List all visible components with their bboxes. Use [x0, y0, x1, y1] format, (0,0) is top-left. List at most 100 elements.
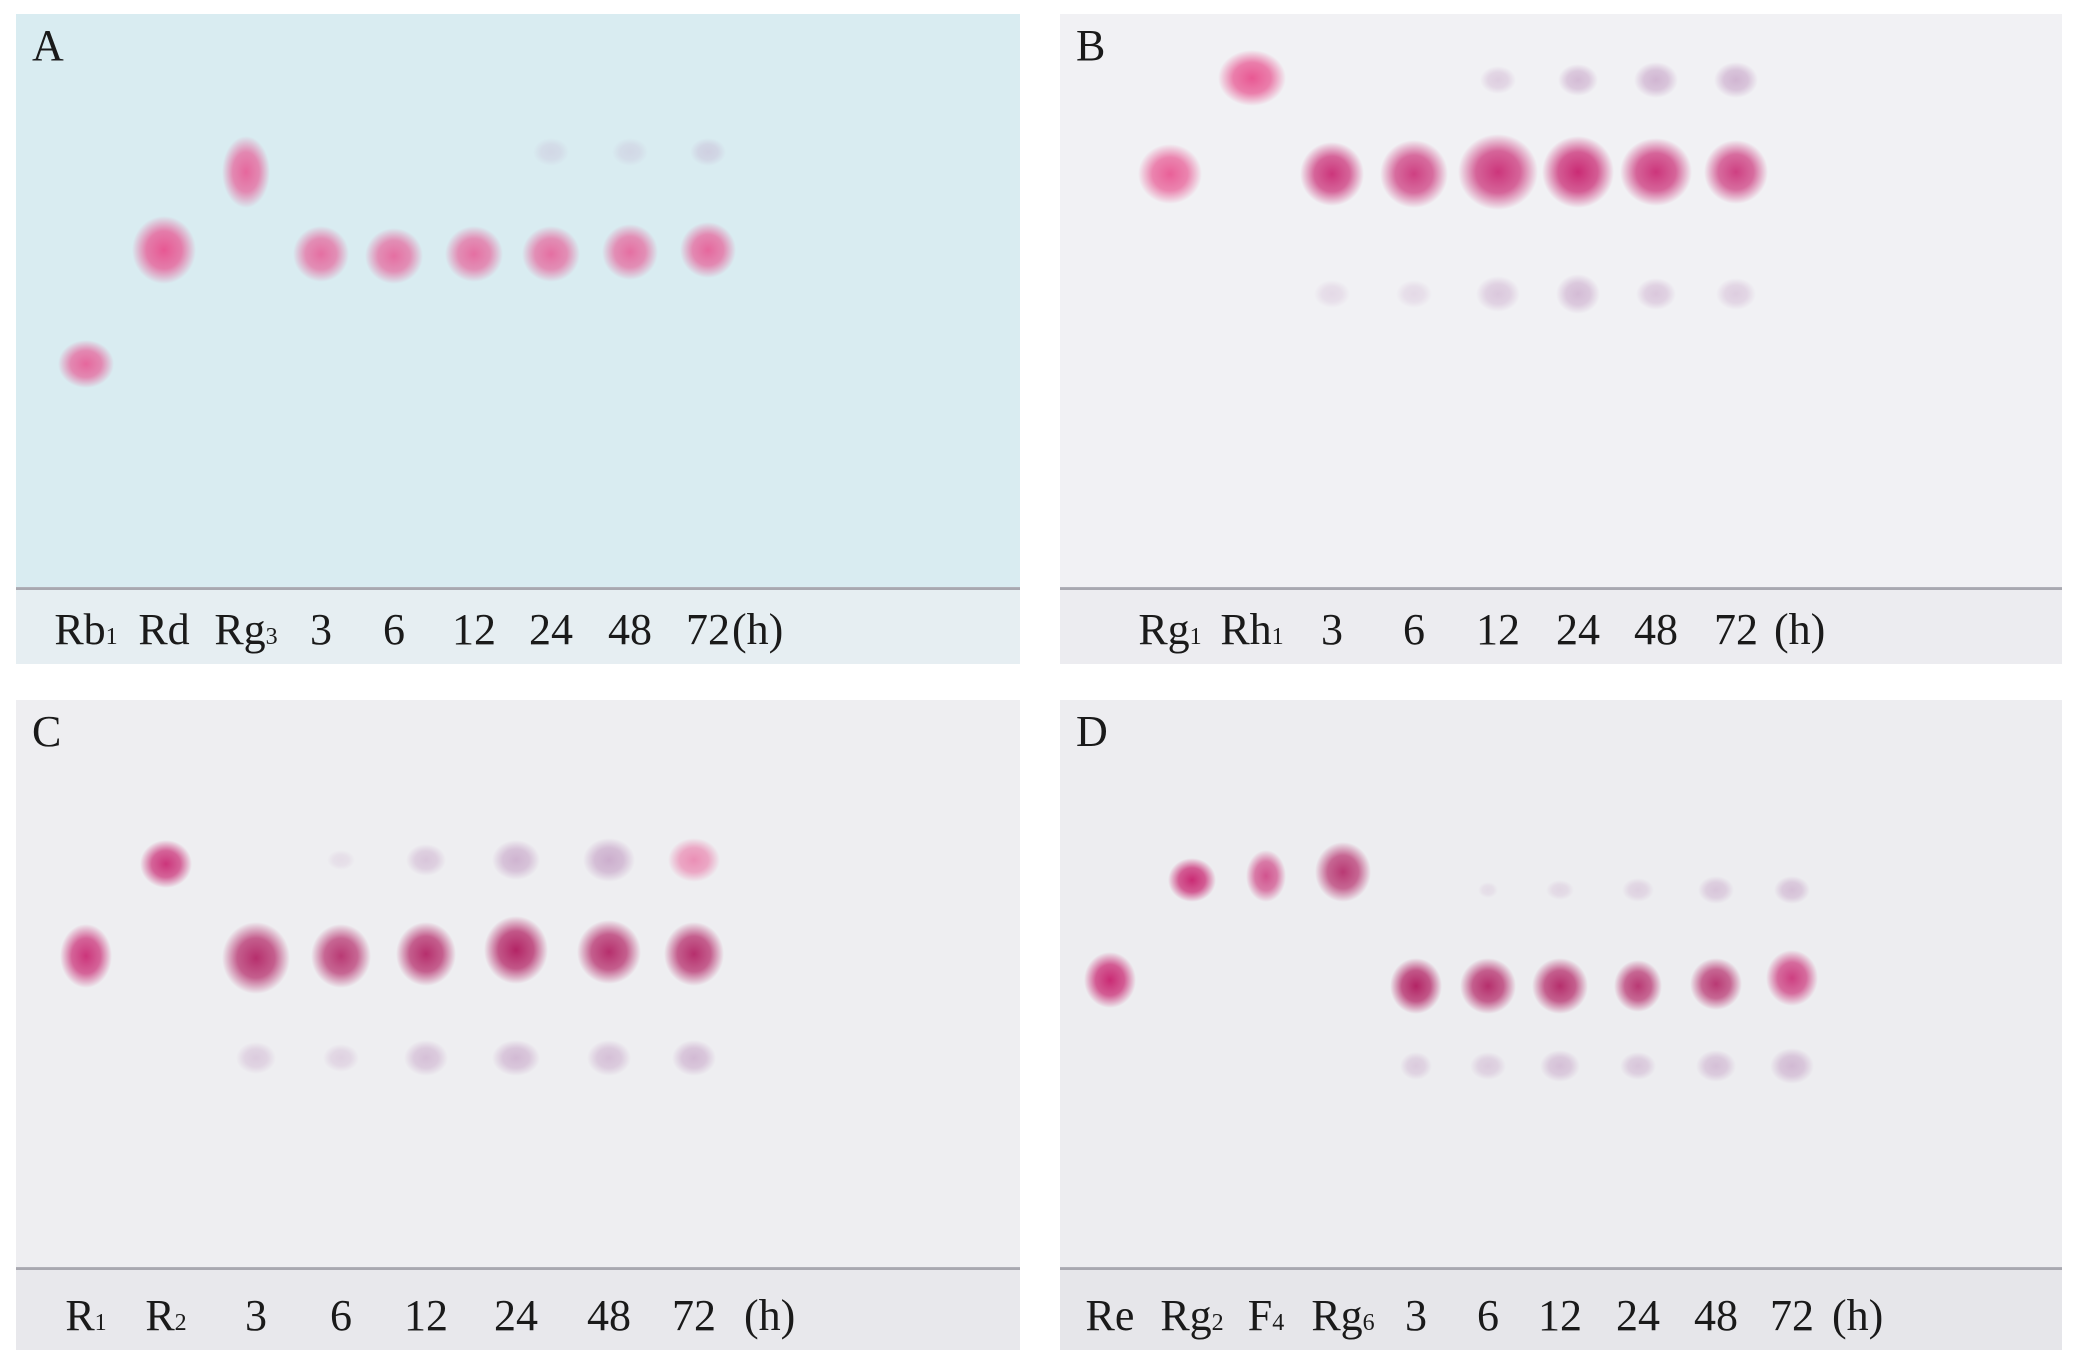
time-unit-label: (h) — [732, 605, 784, 654]
lane-label-main: 12 — [1538, 1291, 1582, 1340]
tlc-spot — [1774, 876, 1810, 904]
lane-label: 48 — [1694, 1294, 1738, 1338]
lane-label: 24 — [494, 1294, 538, 1338]
tlc-spot — [1542, 136, 1614, 208]
lane-label: R2 — [145, 1294, 186, 1338]
lane-label: 3 — [245, 1294, 267, 1338]
tlc-spot — [612, 138, 648, 166]
lane-label: 6 — [383, 608, 405, 652]
lane-label-main: 3 — [245, 1291, 267, 1340]
tlc-spot — [140, 840, 192, 888]
tlc-spot — [406, 844, 446, 876]
tlc-spot — [583, 838, 635, 882]
lane-label-main: 12 — [1476, 605, 1520, 654]
lane-label-main: 3 — [310, 605, 332, 654]
tlc-spot — [690, 138, 726, 166]
lane-label-main: 24 — [1616, 1291, 1660, 1340]
lane-label: 72 — [672, 1294, 716, 1338]
tlc-spot — [1380, 140, 1448, 208]
tlc-spot — [1704, 140, 1768, 204]
tlc-spot — [664, 922, 724, 986]
tlc-plate-a — [16, 14, 1020, 590]
lane-label-main: R — [65, 1291, 95, 1340]
tlc-spot — [1696, 1050, 1736, 1082]
lane-label: 12 — [404, 1294, 448, 1338]
tlc-panel-d: D Re Rg2 F4 Rg6 3 6 12 24 48 72 (h) — [1060, 700, 2062, 1350]
lane-label: 12 — [1538, 1294, 1582, 1338]
tlc-spot — [222, 922, 290, 994]
tlc-spot — [533, 138, 569, 166]
lane-label-main: 48 — [1634, 605, 1678, 654]
tlc-spot — [492, 1040, 540, 1076]
tlc-spot — [1620, 1052, 1656, 1080]
panel-letter-b: B — [1076, 21, 1106, 70]
tlc-spot — [365, 228, 423, 284]
tlc-spot — [222, 136, 270, 208]
panel-letter-c: C — [32, 707, 62, 756]
tlc-spot — [396, 922, 456, 986]
lane-label: 24 — [1556, 608, 1600, 652]
tlc-spot — [1460, 958, 1516, 1014]
lane-label-main: Rh — [1220, 605, 1272, 654]
lane-label-subscript: 6 — [1362, 1310, 1375, 1336]
tlc-spot — [293, 226, 349, 282]
tlc-spot — [1614, 960, 1662, 1012]
lane-label-main: Rg — [1138, 605, 1190, 654]
lane-label-main: 6 — [383, 605, 405, 654]
tlc-spot — [1690, 958, 1742, 1010]
time-unit-label: (h) — [1832, 1291, 1884, 1340]
tlc-spot — [1470, 1052, 1506, 1080]
tlc-spot — [1390, 958, 1442, 1014]
lane-label: 6 — [1403, 608, 1425, 652]
lane-label: Rd — [138, 608, 189, 652]
tlc-spot — [587, 1040, 631, 1076]
lane-label: 3 — [310, 608, 332, 652]
lane-label-main: 48 — [608, 605, 652, 654]
lane-label: 72 — [1770, 1294, 1814, 1338]
tlc-spot — [1546, 880, 1574, 900]
lane-label-main: 72 — [1714, 605, 1758, 654]
tlc-spot — [1532, 958, 1588, 1014]
tlc-spot — [577, 920, 641, 984]
tlc-spot — [1300, 142, 1364, 206]
plate-d-spots — [1060, 842, 2062, 1269]
lane-label-main: 12 — [404, 1291, 448, 1340]
lane-label: 6 — [1477, 1294, 1499, 1338]
tlc-spot — [1246, 850, 1286, 902]
lane-label: 48 — [587, 1294, 631, 1338]
lane-label-subscript: 2 — [1211, 1310, 1224, 1336]
lane-label-main: 6 — [1403, 605, 1425, 654]
tlc-spot — [1770, 1048, 1814, 1084]
lane-label-main: F — [1247, 1291, 1273, 1340]
tlc-spot — [1400, 1052, 1432, 1080]
lane-label-main: 12 — [452, 605, 496, 654]
lane-label-main: 3 — [1405, 1291, 1427, 1340]
tlc-spot — [445, 226, 503, 282]
tlc-spot — [1480, 66, 1516, 94]
tlc-spot — [311, 924, 371, 988]
lane-label: F4 — [1248, 1294, 1284, 1338]
tlc-spot — [236, 1042, 276, 1074]
tlc-spot — [1396, 280, 1432, 308]
lane-label-main: 48 — [587, 1291, 631, 1340]
tlc-spot — [1476, 276, 1520, 312]
tlc-spot — [1314, 280, 1350, 308]
lane-label-main: 3 — [1321, 605, 1343, 654]
tlc-spot — [492, 840, 540, 880]
lane-label-main: 24 — [1556, 605, 1600, 654]
tlc-spot — [1766, 950, 1818, 1006]
tlc-panel-a: A Rb1 Rd Rg3 3 6 12 24 48 72 (h) — [16, 14, 1020, 664]
lane-label-main: 72 — [672, 1291, 716, 1340]
tlc-spot — [680, 222, 736, 278]
tlc-spot — [522, 226, 580, 282]
tlc-spot — [1218, 50, 1286, 106]
panel-letter-a: A — [32, 21, 64, 70]
plate-c-spots — [16, 838, 1020, 1269]
lane-label-main: 72 — [1770, 1291, 1814, 1340]
lane-label-subscript: 1 — [1189, 624, 1202, 650]
lane-label-main: 6 — [1477, 1291, 1499, 1340]
lane-label: 6 — [330, 1294, 352, 1338]
lane-label: Rb1 — [54, 608, 117, 652]
tlc-spot — [327, 850, 355, 870]
lane-label-main: R — [145, 1291, 175, 1340]
